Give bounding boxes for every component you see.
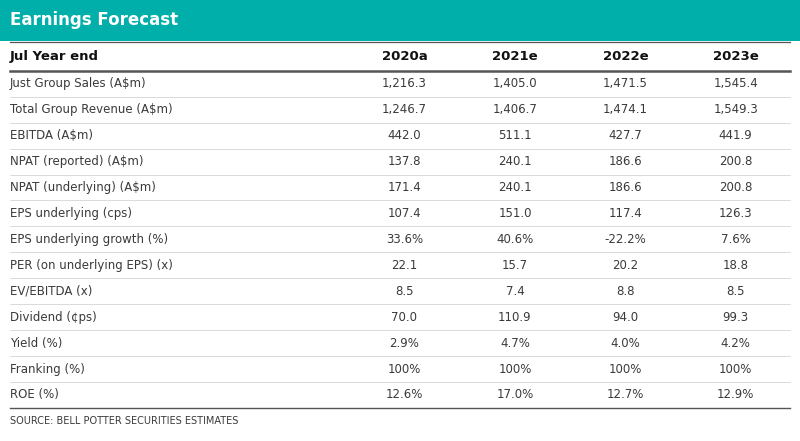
Text: 12.9%: 12.9% (717, 389, 754, 401)
Text: 186.6: 186.6 (609, 155, 642, 168)
Text: -22.2%: -22.2% (605, 233, 646, 246)
Text: 110.9: 110.9 (498, 310, 532, 324)
Text: 18.8: 18.8 (722, 259, 749, 272)
Text: 1,405.0: 1,405.0 (493, 77, 538, 90)
Text: EV/EBITDA (x): EV/EBITDA (x) (10, 285, 92, 298)
Bar (0, 0, 800, 41)
Text: 7.4: 7.4 (506, 285, 524, 298)
Text: Dividend (¢ps): Dividend (¢ps) (10, 310, 96, 324)
Text: 4.2%: 4.2% (721, 336, 750, 350)
Text: 151.0: 151.0 (498, 207, 532, 220)
Text: 12.6%: 12.6% (386, 389, 423, 401)
Text: 33.6%: 33.6% (386, 233, 423, 246)
Text: 240.1: 240.1 (498, 181, 532, 194)
Text: 2021e: 2021e (492, 50, 538, 63)
Text: 100%: 100% (609, 363, 642, 376)
Text: Franking (%): Franking (%) (10, 363, 85, 376)
Text: 4.7%: 4.7% (500, 336, 530, 350)
Text: 100%: 100% (388, 363, 421, 376)
Text: 94.0: 94.0 (612, 310, 638, 324)
Text: 100%: 100% (719, 363, 752, 376)
Text: Just Group Sales (A$m): Just Group Sales (A$m) (10, 77, 146, 90)
Text: 7.6%: 7.6% (721, 233, 750, 246)
Text: EPS underlying (cps): EPS underlying (cps) (10, 207, 131, 220)
Text: 8.5: 8.5 (726, 285, 745, 298)
Text: 117.4: 117.4 (609, 207, 642, 220)
Text: EPS underlying growth (%): EPS underlying growth (%) (10, 233, 168, 246)
Text: 1,216.3: 1,216.3 (382, 77, 427, 90)
Text: 1,549.3: 1,549.3 (713, 103, 758, 116)
Text: 441.9: 441.9 (718, 129, 753, 142)
Text: 12.7%: 12.7% (606, 389, 644, 401)
Text: 1,474.1: 1,474.1 (603, 103, 648, 116)
Text: 1,406.7: 1,406.7 (493, 103, 538, 116)
Text: 2020a: 2020a (382, 50, 427, 63)
Text: 186.6: 186.6 (609, 181, 642, 194)
Text: PER (on underlying EPS) (x): PER (on underlying EPS) (x) (10, 259, 173, 272)
Text: 20.2: 20.2 (612, 259, 638, 272)
Text: Earnings Forecast: Earnings Forecast (10, 11, 178, 29)
Text: 1,246.7: 1,246.7 (382, 103, 427, 116)
Text: 511.1: 511.1 (498, 129, 532, 142)
Text: 126.3: 126.3 (718, 207, 752, 220)
Text: 2.9%: 2.9% (390, 336, 419, 350)
Text: 17.0%: 17.0% (496, 389, 534, 401)
Text: 2023e: 2023e (713, 50, 758, 63)
Text: 8.8: 8.8 (616, 285, 634, 298)
Text: SOURCE: BELL POTTER SECURITIES ESTIMATES: SOURCE: BELL POTTER SECURITIES ESTIMATES (10, 416, 238, 426)
Text: Total Group Revenue (A$m): Total Group Revenue (A$m) (10, 103, 172, 116)
Text: 107.4: 107.4 (388, 207, 422, 220)
Text: 171.4: 171.4 (388, 181, 422, 194)
Text: 240.1: 240.1 (498, 155, 532, 168)
Text: 99.3: 99.3 (722, 310, 749, 324)
Text: 1,471.5: 1,471.5 (603, 77, 648, 90)
Text: 15.7: 15.7 (502, 259, 528, 272)
Text: 8.5: 8.5 (395, 285, 414, 298)
Text: Yield (%): Yield (%) (10, 336, 62, 350)
Text: 4.0%: 4.0% (610, 336, 640, 350)
Text: ROE (%): ROE (%) (10, 389, 58, 401)
Text: 200.8: 200.8 (719, 181, 752, 194)
Text: 200.8: 200.8 (719, 155, 752, 168)
Text: 100%: 100% (498, 363, 532, 376)
Text: 442.0: 442.0 (388, 129, 422, 142)
Text: 1,545.4: 1,545.4 (713, 77, 758, 90)
Text: 427.7: 427.7 (609, 129, 642, 142)
Text: NPAT (underlying) (A$m): NPAT (underlying) (A$m) (10, 181, 155, 194)
Text: 40.6%: 40.6% (496, 233, 534, 246)
Text: Jul Year end: Jul Year end (10, 50, 98, 63)
Text: 22.1: 22.1 (391, 259, 418, 272)
Text: NPAT (reported) (A$m): NPAT (reported) (A$m) (10, 155, 143, 168)
Text: 2022e: 2022e (602, 50, 648, 63)
Text: 70.0: 70.0 (391, 310, 418, 324)
Text: 137.8: 137.8 (388, 155, 422, 168)
Text: EBITDA (A$m): EBITDA (A$m) (10, 129, 93, 142)
